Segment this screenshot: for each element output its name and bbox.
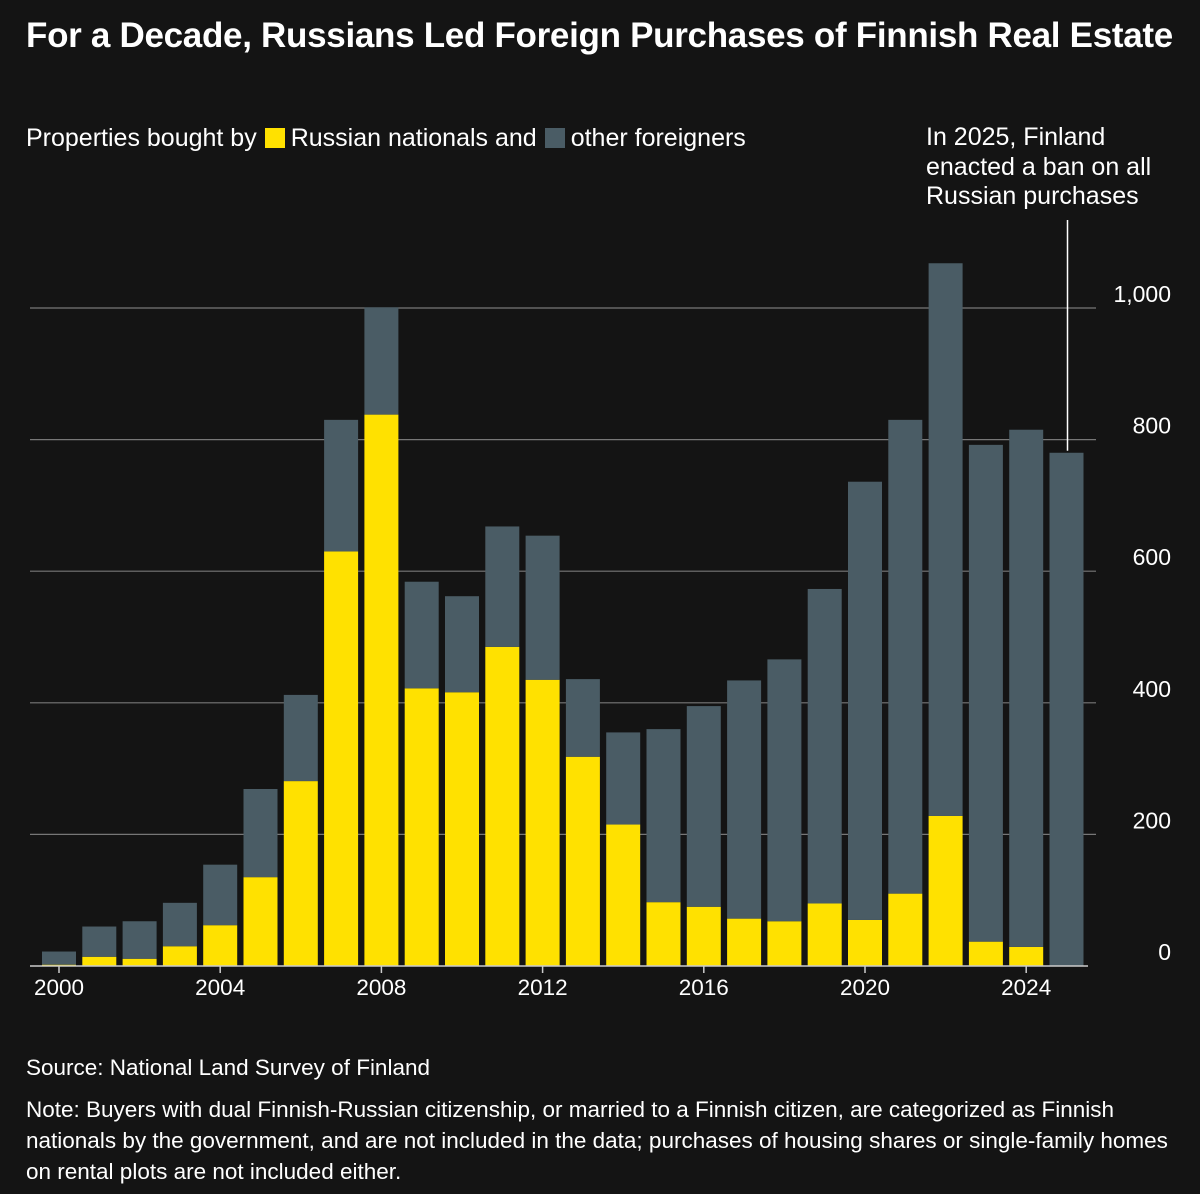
bar-other-2025: [1049, 452, 1084, 966]
y-tick-label-200: 200: [1133, 807, 1171, 833]
bar-russian-2011: [485, 646, 520, 966]
bar-russian-2004: [203, 925, 238, 966]
bar-other-2000: [42, 951, 76, 965]
x-tick-label-2020: 2020: [840, 975, 890, 1000]
x-tick-label-2016: 2016: [679, 975, 729, 1000]
bar-russian-2013: [565, 756, 600, 966]
stacked-bar-chart: 0 200 400 600 800 1,000 2000 2004 2008 2012 2016 20…: [30, 220, 1171, 1000]
x-tick-label-2008: 2008: [356, 975, 406, 1000]
bar-russian-2005: [243, 877, 278, 966]
y-tick-label-800: 800: [1133, 413, 1171, 439]
bar-russian-2017: [727, 918, 762, 966]
bar-other-2011: [485, 526, 520, 647]
bar-other-2010: [445, 596, 479, 693]
bar-russian-2002: [122, 958, 157, 966]
y-tick-label-0: 0: [1158, 939, 1171, 965]
bar-russian-2024: [1009, 946, 1044, 966]
bar-other-2006: [283, 694, 318, 782]
legend-other-label: other foreigners: [570, 124, 746, 152]
bar-other-2024: [1009, 429, 1044, 947]
bar-russian-2021: [888, 893, 923, 966]
bar-other-2013: [565, 679, 600, 757]
bar-other-2015: [646, 729, 681, 903]
bar-russian-2006: [283, 781, 318, 966]
x-tick-label-2024: 2024: [1001, 975, 1051, 1000]
x-tick-label-2004: 2004: [195, 975, 245, 1000]
bar-russian-2010: [445, 692, 479, 966]
bar-russian-2018: [767, 921, 802, 966]
bar-russian-2001: [82, 956, 117, 966]
bar-russian-2012: [525, 679, 560, 966]
bar-other-2021: [888, 419, 923, 894]
bar-other-2017: [727, 680, 762, 919]
bar-other-2012: [525, 535, 560, 680]
bar-other-2016: [686, 706, 721, 907]
bar-other-2020: [848, 481, 882, 920]
legend-russian-swatch: [264, 128, 285, 148]
bar-russian-2003: [162, 946, 197, 966]
bar-other-2022: [928, 263, 963, 816]
bar-russian-2022: [928, 815, 963, 966]
bar-russian-2016: [686, 906, 721, 966]
bar-russian-2009: [404, 688, 439, 966]
bar-other-2001: [82, 926, 117, 957]
bar-other-2023: [968, 444, 1003, 942]
y-tick-label-400: 400: [1133, 676, 1171, 702]
y-tick-label-1000: 1,000: [1113, 281, 1171, 307]
bar-russian-2014: [606, 824, 641, 966]
legend: Properties bought by Russian nationals an…: [26, 121, 746, 155]
bar-other-2003: [162, 902, 197, 947]
axes: 0 200 400 600 800 1,000 2000 2004 2008 2012 2016 20…: [30, 220, 1171, 1000]
x-tick-label-2000: 2000: [34, 975, 84, 1000]
ban-annotation: In 2025, Finland enacted a ban on all Ru…: [926, 123, 1152, 210]
legend-russian-label: Russian nationals and: [290, 124, 537, 152]
bar-other-2014: [606, 732, 641, 825]
bar-russian-2015: [646, 902, 681, 966]
bar-other-2018: [767, 659, 802, 922]
bars: [42, 263, 1084, 966]
bar-russian-2023: [968, 941, 1003, 966]
bar-other-2019: [807, 588, 842, 904]
source-note: Source: National Land Survey of Finland: [26, 1055, 430, 1080]
y-tick-label-600: 600: [1133, 544, 1171, 570]
bar-other-2007: [324, 419, 359, 552]
bar-other-2004: [203, 864, 238, 926]
legend-other-swatch: [544, 128, 565, 148]
bar-other-2005: [243, 788, 278, 878]
data-note: Note: Buyers with dual Finnish-Russian c…: [26, 1097, 1168, 1184]
bar-russian-2008: [364, 414, 399, 966]
bar-russian-2020: [848, 919, 882, 966]
chart-title: For a Decade, Russians Led Foreign Purch…: [26, 16, 1173, 55]
bar-other-2008: [364, 307, 399, 415]
bar-russian-2019: [807, 903, 842, 966]
bar-russian-2007: [324, 551, 359, 966]
x-tick-label-2012: 2012: [518, 975, 568, 1000]
bar-other-2002: [122, 921, 157, 959]
bar-other-2009: [404, 581, 439, 689]
legend-prefix: Properties bought by: [26, 124, 257, 152]
